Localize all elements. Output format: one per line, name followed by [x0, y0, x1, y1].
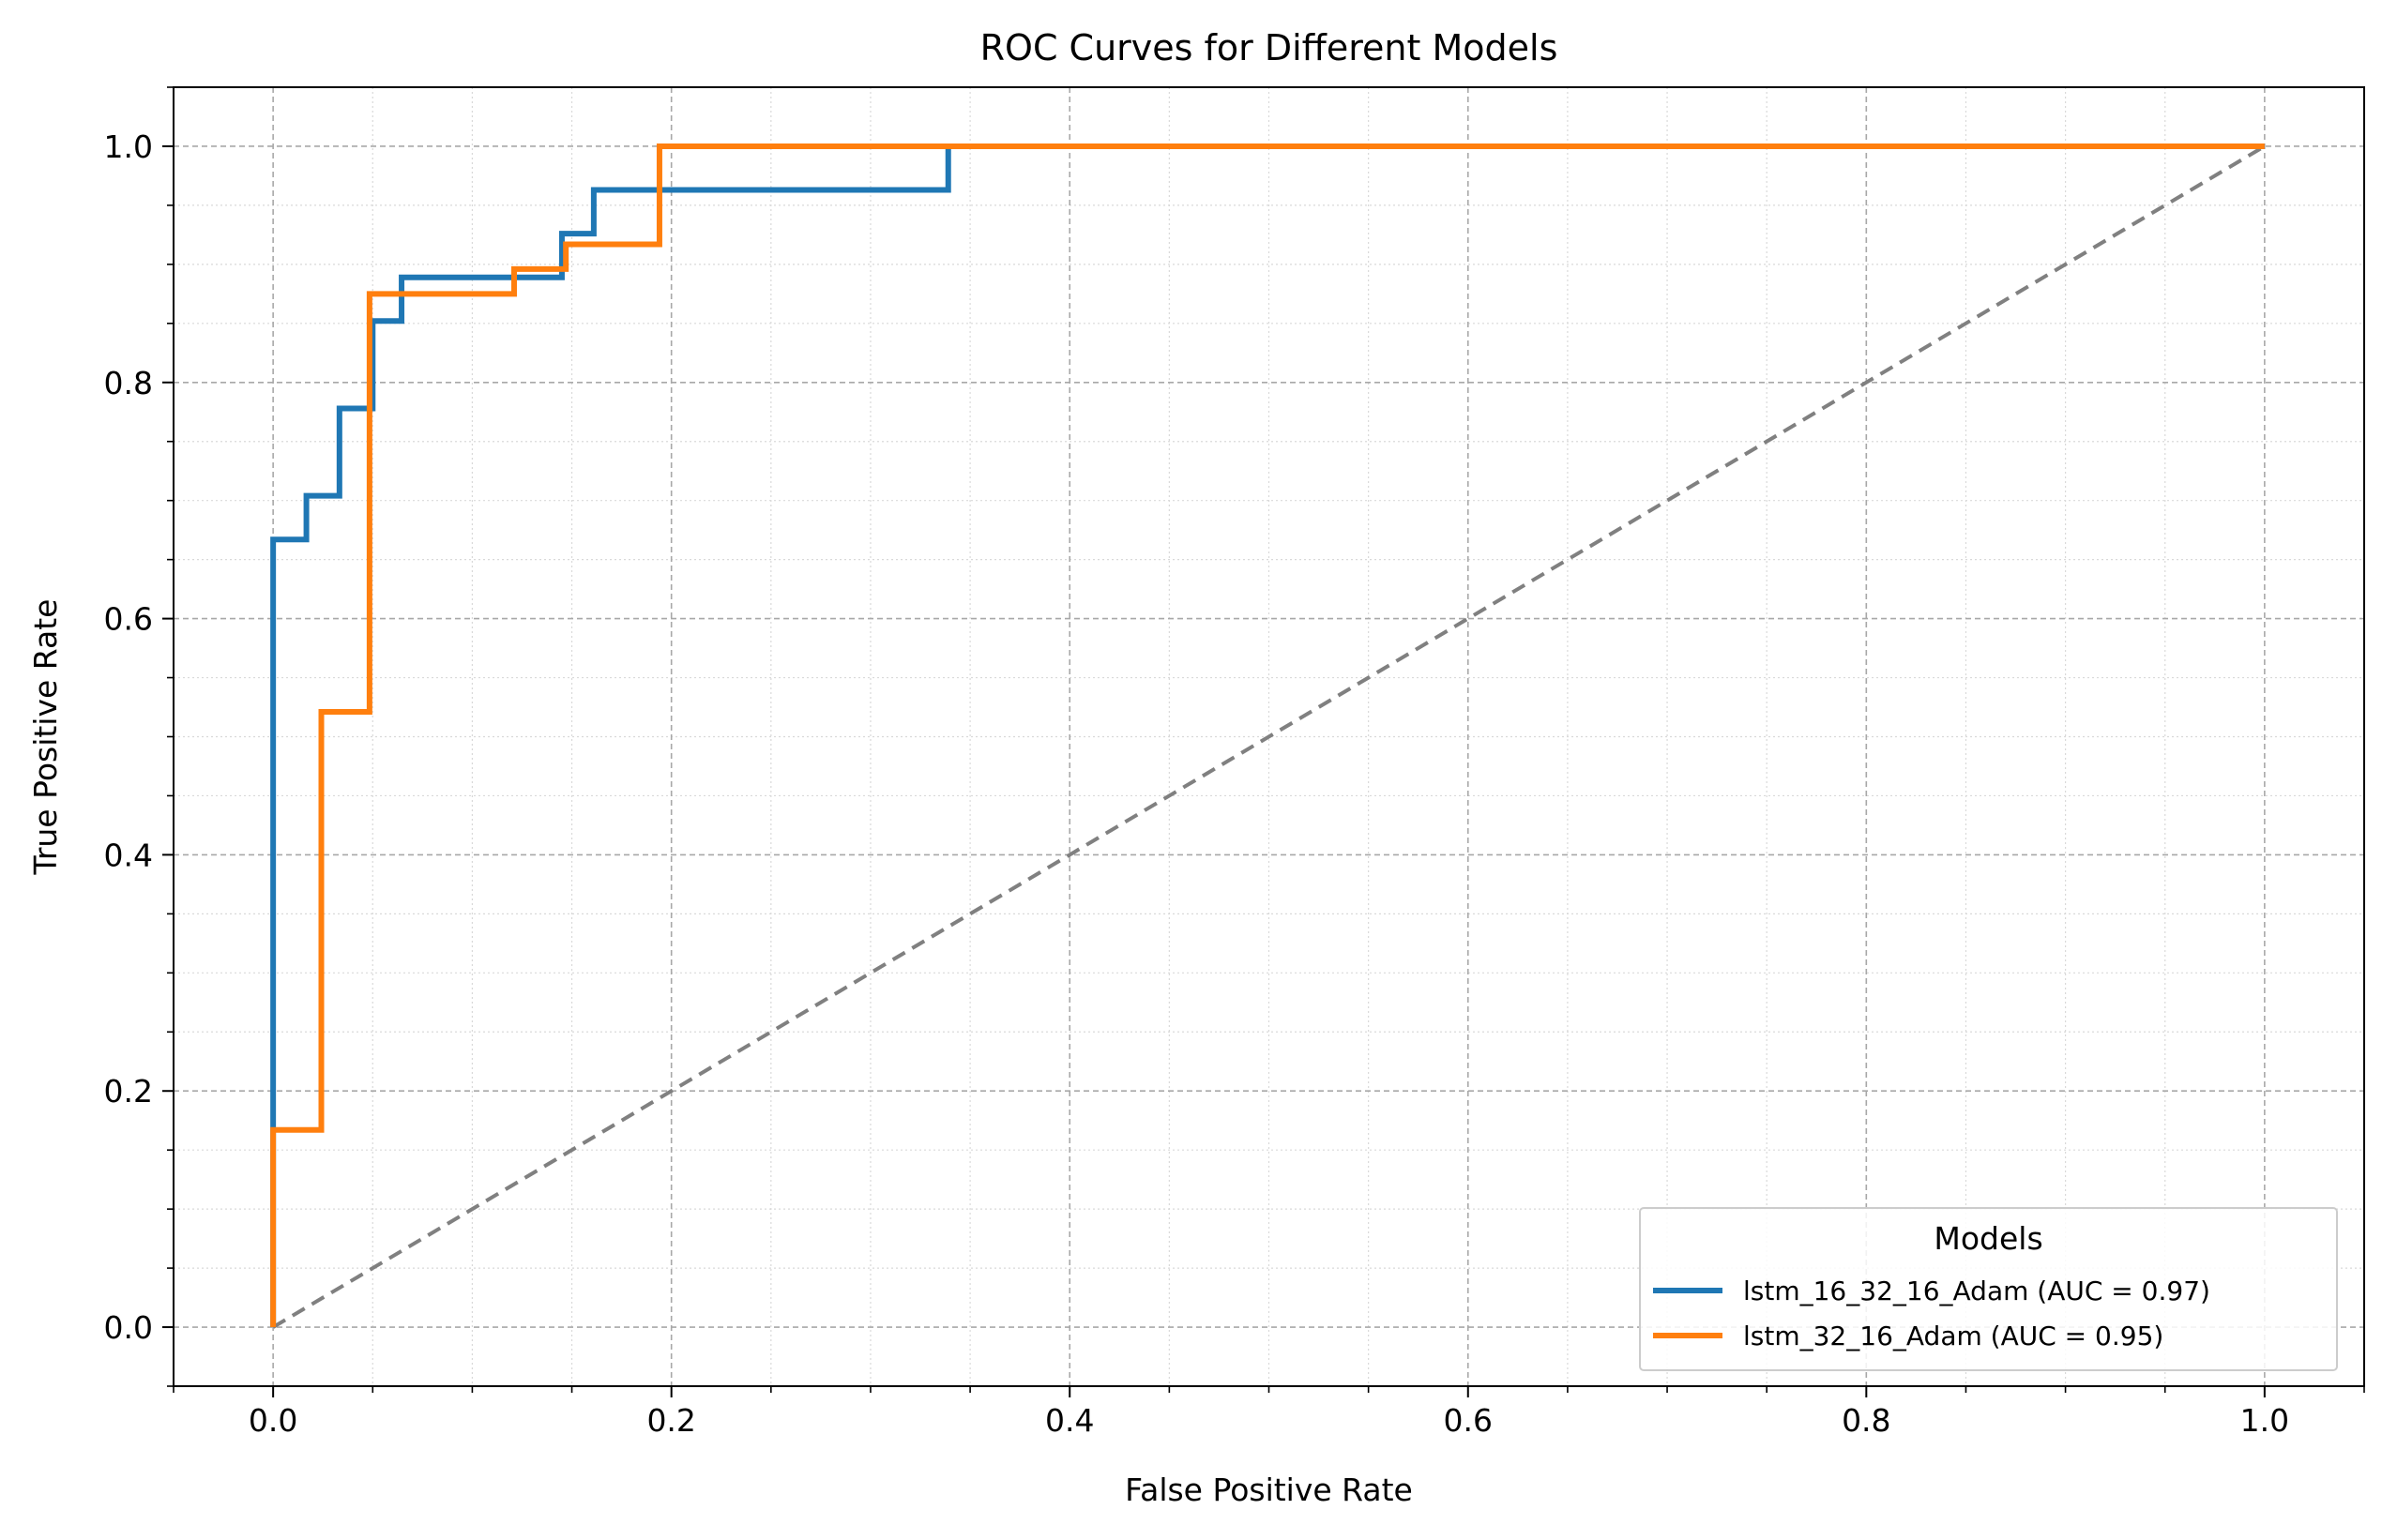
y-tick-label: 1.0: [104, 128, 153, 165]
roc-curve-series-2: [270, 143, 2265, 1328]
x-tick-label: 0.4: [1045, 1402, 1094, 1439]
x-tick-label: 0.6: [1444, 1402, 1493, 1439]
y-tick-label: 0.0: [104, 1309, 153, 1346]
reference-diagonal-line: [272, 144, 2266, 1329]
legend-title: Models: [1934, 1220, 2042, 1257]
y-tick-label: 0.4: [104, 837, 153, 873]
legend-label-series-1: lstm_16_32_16_Adam (AUC = 0.97): [1743, 1276, 2210, 1306]
legend: Models lstm_16_32_16_Adam (AUC = 0.97) ls…: [1639, 1207, 2338, 1371]
legend-label-series-2: lstm_32_16_Adam (AUC = 0.95): [1743, 1321, 2163, 1351]
x-tick-label: 0.8: [1842, 1402, 1890, 1439]
x-axis-label: False Positive Rate: [1125, 1472, 1413, 1508]
x-tick-label: 0.2: [646, 1402, 695, 1439]
x-tick-label: 0.0: [249, 1402, 297, 1439]
chart-title: ROC Curves for Different Models: [980, 27, 1558, 68]
y-tick-label: 0.6: [104, 601, 153, 638]
legend-box: [1639, 1207, 2338, 1371]
y-axis-label: True Positive Rate: [27, 599, 64, 876]
roc-curve-series-1: [270, 143, 2265, 1328]
y-tick-label: 0.8: [104, 365, 153, 401]
y-tick-label: 0.2: [104, 1073, 153, 1110]
x-tick-label: 1.0: [2240, 1402, 2289, 1439]
